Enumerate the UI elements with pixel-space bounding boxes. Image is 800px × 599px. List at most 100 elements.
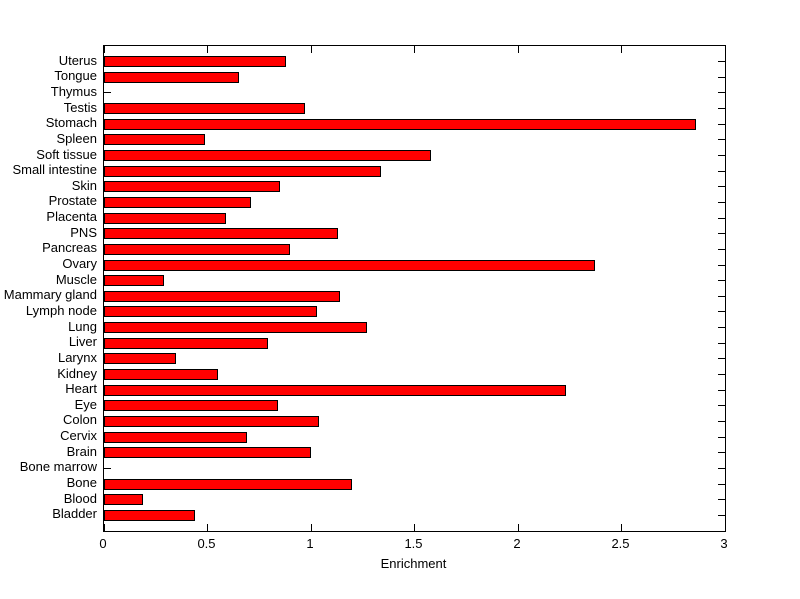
y-axis-tick-right [718,342,725,344]
y-label-prostate: Prostate [48,193,97,209]
bar-muscle [104,275,165,287]
y-label-bladder: Bladder [52,506,97,522]
y-axis-tick-right [718,467,725,469]
y-label-blood: Blood [63,490,97,506]
y-axis-tick-right [718,295,725,297]
x-axis-tick-bottom [207,524,208,531]
y-label-tongue: Tongue [54,68,97,84]
x-axis-tick-top [724,46,726,53]
y-label-pancreas: Pancreas [42,240,97,256]
x-axis-tick-top [310,46,312,53]
y-label-kidney: Kidney [57,365,97,381]
x-axis-tick-top [207,46,208,53]
y-label-thymus: Thymus [50,83,97,99]
y-label-pns: PNS [70,224,97,240]
y-axis-tick-left [104,92,111,94]
y-label-spleen: Spleen [56,130,97,146]
y-axis-tick-right [718,248,725,250]
bar-skin [104,181,280,193]
x-axis-tick-top [414,46,415,53]
bar-bone [104,478,353,490]
x-tick-label-2: 2 [513,536,521,551]
x-axis-tick-top [103,46,105,53]
y-label-eye: Eye [74,396,97,412]
y-axis-tick-right [718,499,725,501]
x-tick-label-3: 3 [720,536,728,551]
y-axis-tick-right [718,170,725,172]
y-axis-labels: Uterus Tongue Thymus Testis Stomach Spleen Sof… [0,45,97,530]
y-axis-tick-right [718,201,725,203]
x-tick-label-0: 0 [99,536,107,551]
x-axis-tick-labels: 0 0.5 1 1.5 2 2.5 3 [99,536,727,554]
bar-pns [104,228,338,240]
x-axis-tick-bottom [621,524,622,531]
bar-heart [104,384,566,396]
bar-bladder [104,509,196,521]
y-axis-tick-right [718,233,725,235]
y-label-liver: Liver [68,334,97,350]
bar-blood [104,494,144,506]
y-axis-tick-right [718,405,725,407]
bar-placenta [104,212,227,224]
x-axis-tick-top [621,46,622,53]
x-axis-title: Enrichment [380,556,447,571]
bar-small-intestine [104,165,382,177]
bar-tongue [104,71,239,83]
y-label-larynx: Larynx [57,349,97,365]
y-axis-tick-right [718,327,725,329]
x-tick-label-2-5: 2.5 [611,536,630,551]
y-axis-tick-right [718,76,725,78]
y-axis-tick-right [718,155,725,157]
bar-liver [104,337,268,349]
y-label-bone: Bone [66,475,97,491]
y-axis-tick-right [718,311,725,313]
y-axis-tick-right [718,420,725,422]
bar-mammary-gland [104,290,340,302]
bar-cervix [104,431,247,443]
y-axis-tick-right [718,264,725,266]
y-axis-tick-right [718,436,725,438]
y-label-lung: Lung [68,318,97,334]
plot-area [103,45,726,532]
y-axis-tick-right [718,186,725,188]
x-axis-tick-bottom [414,524,415,531]
y-axis-tick-right [718,92,725,94]
y-label-small-intestine: Small intestine [12,162,97,178]
y-axis-tick-right [718,389,725,391]
y-label-skin: Skin [71,177,97,193]
y-label-heart: Heart [65,381,97,397]
y-axis-tick-right [718,514,725,516]
y-label-brain: Brain [66,443,97,459]
y-label-colon: Colon [63,412,97,428]
bar-spleen [104,134,206,146]
y-label-uterus: Uterus [58,52,97,68]
y-label-cervix: Cervix [60,428,97,444]
bar-brain [104,447,311,459]
y-label-bone-marrow: Bone marrow [19,459,97,475]
x-tick-label-1: 1 [306,536,314,551]
y-axis-tick-right [718,358,725,360]
y-axis-tick-right [718,452,725,454]
x-axis-tick-bottom [310,524,312,531]
y-label-soft-tissue: Soft tissue [36,146,97,162]
bar-testis [104,103,305,115]
y-axis-tick-right [718,217,725,219]
y-label-placenta: Placenta [46,209,97,225]
x-axis-tick-bottom [517,524,519,531]
bar-pancreas [104,243,291,255]
y-label-muscle: Muscle [55,271,97,287]
y-label-stomach: Stomach [45,115,97,131]
y-axis-tick-left [104,467,111,469]
x-tick-label-1-5: 1.5 [404,536,423,551]
bar-soft-tissue [104,150,432,162]
y-axis-tick-right [718,61,725,63]
y-axis-tick-right [718,108,725,110]
bar-stomach [104,118,697,130]
bar-larynx [104,353,177,365]
bar-ovary [104,259,595,271]
y-axis-tick-right [718,139,725,141]
bar-lymph-node [104,306,318,318]
x-axis-tick-top [517,46,519,53]
bar-uterus [104,56,287,68]
